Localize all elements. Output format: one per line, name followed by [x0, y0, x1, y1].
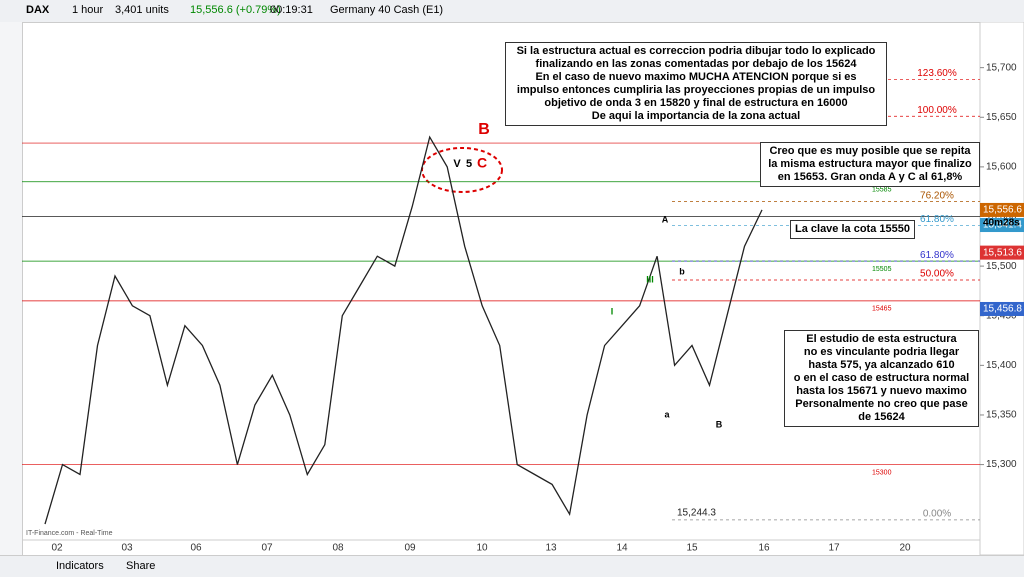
credit: IT-Finance.com - Real-Time: [26, 530, 113, 537]
units[interactable]: 3,401 units: [115, 4, 169, 16]
note-line: De aqui la importancia de la zona actual: [591, 110, 801, 122]
price-label: 15,556.6: [983, 205, 1022, 216]
key-note: La clave la cota 15550: [790, 220, 915, 239]
timeframe[interactable]: 1 hour: [72, 4, 104, 16]
note-line: hasta 575, ya alcanzado 610: [808, 359, 955, 371]
countdown: 40m28s: [983, 218, 1020, 229]
price: 15,556.6 (+0.79%): [190, 4, 281, 16]
note-line: la misma estructura mayor que finalizo: [768, 158, 972, 170]
note-line: en 15653. Gran onda A y C al 61,8%: [777, 171, 963, 183]
wave-label: C: [477, 155, 487, 171]
x-tick-label: 08: [332, 543, 344, 554]
note-2: Creo que es muy posible que se repita la …: [760, 142, 980, 187]
note-line: no es vinculante podria llegar: [803, 346, 960, 358]
price-label: 15,541.4: [983, 220, 1022, 231]
fib-label: 61.80%: [920, 214, 954, 225]
y-tick-label: 15,300: [986, 459, 1017, 470]
price-axis: [979, 22, 1024, 555]
y-tick-label: 15,400: [986, 360, 1017, 371]
note-line: Creo que es muy posible que se repita: [769, 145, 971, 157]
wave-label: B: [478, 121, 490, 138]
circle: [421, 147, 503, 193]
x-tick-label: 13: [545, 543, 557, 554]
price-line: [44, 135, 763, 525]
chart: IT-Finance.com - Real-Time 15,300 15,350 1…: [22, 22, 1024, 555]
wave-label: a: [664, 409, 670, 419]
top-toolbar: DAX 1 hour 3,401 units 15,556.6 (+0.79%)…: [0, 0, 1024, 23]
wave-label: b: [679, 266, 685, 276]
level-label: 15585: [872, 187, 892, 194]
x-tick-label: 16: [758, 543, 770, 554]
wave-label: 5: [466, 158, 472, 170]
fib-label: 50.00%: [920, 269, 954, 280]
y-tick-label: 15,650: [986, 112, 1017, 123]
wave-label: I: [611, 306, 614, 316]
note-line: finalizando en las zonas comentadas por …: [535, 58, 857, 70]
wave-label: III: [646, 274, 654, 284]
level-label: 15505: [872, 266, 892, 273]
x-tick-label: 17: [828, 543, 840, 554]
x-tick-label: 14: [616, 543, 628, 554]
wave-label: B: [716, 419, 723, 429]
x-tick-label: 02: [51, 543, 63, 554]
price-box: [980, 218, 1024, 233]
wave-label: V: [453, 158, 461, 170]
fib-label: 100.00%: [917, 105, 957, 116]
low-label: 15,244.3: [677, 507, 716, 518]
x-tick-label: 10: [476, 543, 488, 554]
price-label: 15,456.8: [983, 304, 1022, 315]
bottom-toolbar: Indicators Share: [0, 555, 1024, 577]
fib-label: 123.60%: [917, 68, 957, 79]
wave-label: A: [662, 214, 669, 224]
fib-label: 76.20%: [920, 190, 954, 201]
x-tick-label: 03: [121, 543, 133, 554]
note-line: objetivo de onda 3 en 15820 y final de e…: [544, 97, 848, 109]
note-line: En el caso de nuevo maximo MUCHA ATENCIO…: [535, 71, 857, 83]
x-tick-label: 09: [404, 543, 416, 554]
level-label: 15465: [872, 306, 892, 313]
note-line: El estudio de esta estructura: [806, 333, 957, 345]
note-line: o en el caso de estructura normal: [793, 372, 970, 384]
timer: 00:19:31: [270, 4, 313, 16]
note-line: de 15624: [858, 411, 905, 423]
indicators-button[interactable]: Indicators: [56, 560, 104, 572]
y-tick-label: 15,700: [986, 62, 1017, 73]
note-line: Personalmente no creo que pase: [795, 398, 968, 410]
price-box: [980, 202, 1024, 217]
y-tick-label: 15,350: [986, 410, 1017, 421]
fib-label: 0.00%: [923, 508, 951, 519]
note-1: Si la estructura actual es correccion po…: [505, 42, 887, 126]
y-tick-label: 15,500: [986, 261, 1017, 272]
share-button[interactable]: Share: [126, 560, 156, 572]
x-tick-label: 06: [190, 543, 202, 554]
x-tick-label: 15: [686, 543, 698, 554]
symbol[interactable]: DAX: [26, 4, 50, 16]
price-box: [980, 245, 1024, 260]
note-line: hasta los 15671 y nuevo maximo: [796, 385, 967, 397]
instrument: Germany 40 Cash (E1): [330, 4, 444, 16]
note-3: El estudio de esta estructura no es vincu…: [784, 330, 979, 427]
note-line: Si la estructura actual es correccion po…: [516, 45, 876, 57]
x-tick-label: 20: [899, 543, 911, 554]
price-box: [980, 301, 1024, 316]
level-label: 15300: [872, 469, 892, 476]
left-toolbar: [0, 22, 23, 555]
fib-label: 61.80%: [920, 250, 954, 261]
y-tick-label: 15,600: [986, 162, 1017, 173]
price-label: 15,513.6: [983, 247, 1022, 258]
x-tick-label: 07: [261, 543, 273, 554]
note-line: impulso entonces cumpliria las proyeccio…: [516, 84, 876, 96]
